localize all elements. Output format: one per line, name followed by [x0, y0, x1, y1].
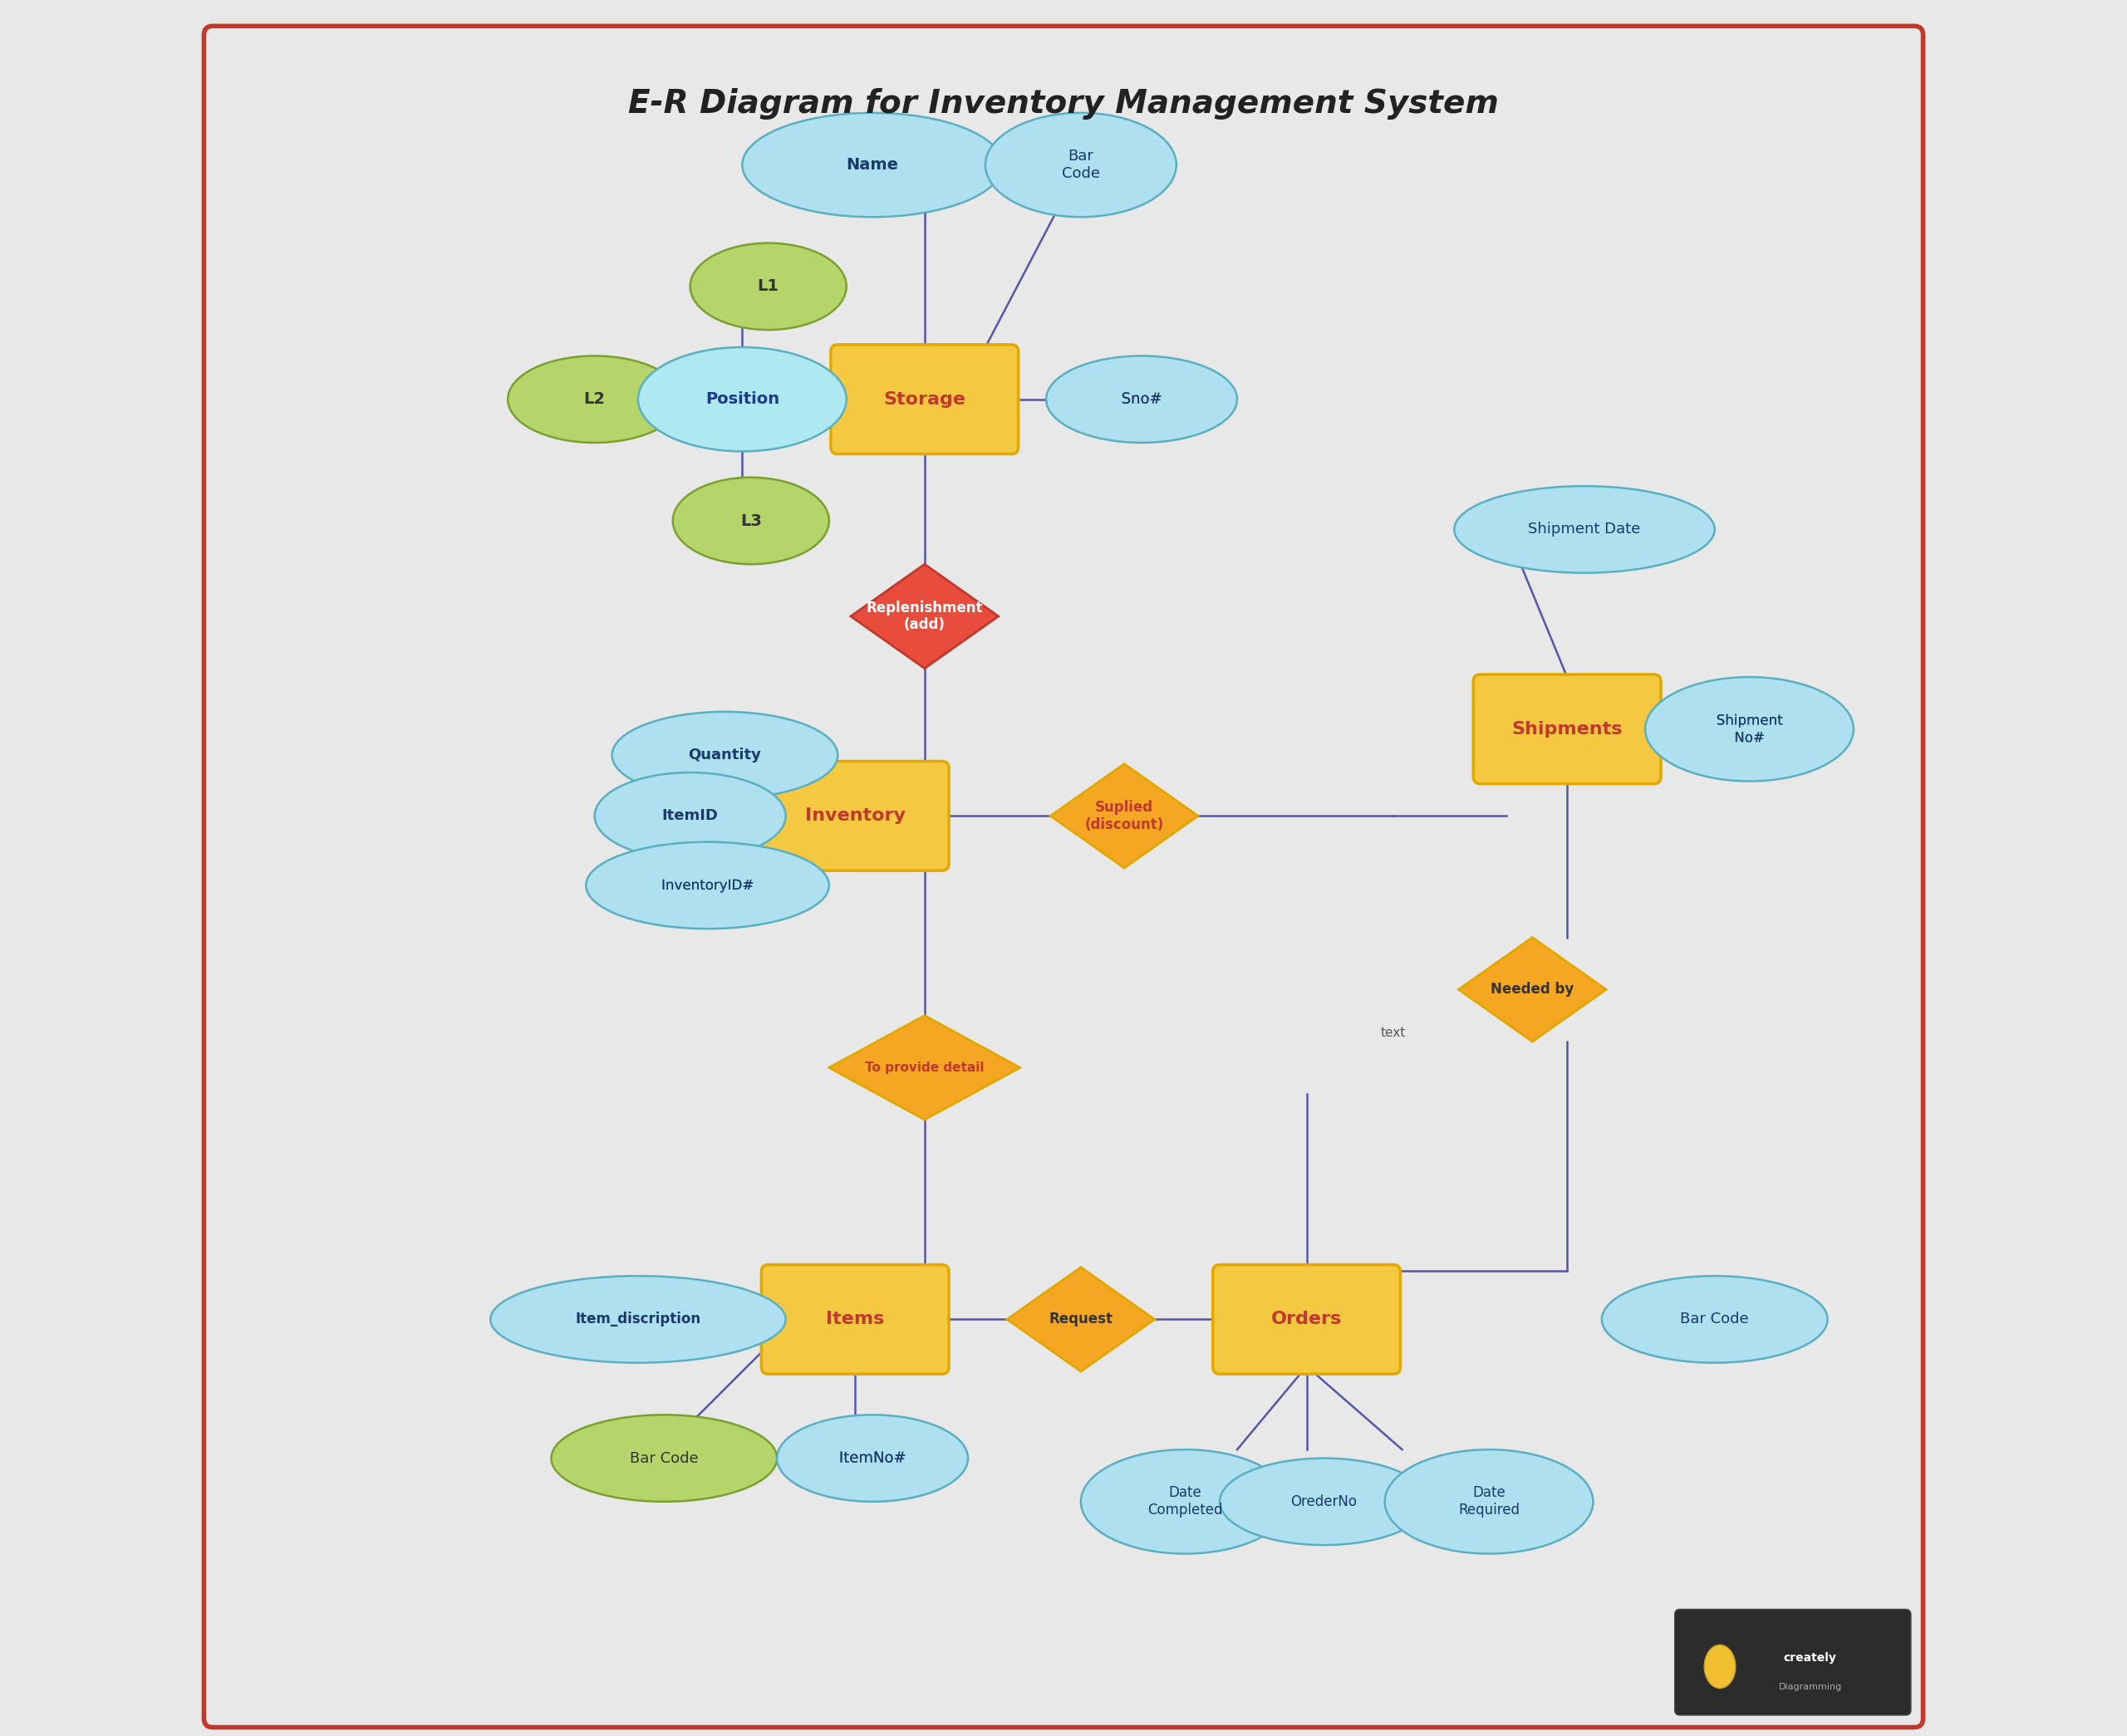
FancyBboxPatch shape [204, 26, 1923, 1727]
FancyBboxPatch shape [761, 760, 949, 871]
Text: Bar
Code: Bar Code [1061, 149, 1100, 181]
Polygon shape [830, 1016, 1021, 1120]
Ellipse shape [585, 842, 830, 929]
Ellipse shape [1385, 1450, 1593, 1554]
FancyBboxPatch shape [832, 345, 1019, 455]
Text: text: text [1380, 1026, 1406, 1040]
Text: Sno#: Sno# [1121, 392, 1161, 406]
Text: Position: Position [706, 391, 778, 408]
Text: InventoryID#: InventoryID# [661, 878, 753, 892]
Ellipse shape [776, 1415, 968, 1502]
Text: Name: Name [847, 156, 900, 174]
Ellipse shape [491, 1276, 785, 1363]
Ellipse shape [508, 356, 681, 443]
FancyBboxPatch shape [1674, 1609, 1910, 1715]
Text: Storage: Storage [883, 391, 966, 408]
Ellipse shape [1644, 677, 1853, 781]
Text: Diagramming: Diagramming [1778, 1684, 1842, 1691]
Text: Item_discription: Item_discription [574, 1312, 700, 1326]
Text: Request: Request [1049, 1312, 1112, 1326]
Ellipse shape [985, 113, 1176, 217]
Text: Date
Completed: Date Completed [1146, 1486, 1223, 1517]
Text: Items: Items [825, 1311, 885, 1328]
Text: To provide detail: To provide detail [866, 1061, 985, 1075]
Ellipse shape [1219, 1458, 1427, 1545]
Polygon shape [1006, 1267, 1155, 1371]
Polygon shape [851, 564, 998, 668]
Ellipse shape [1455, 486, 1714, 573]
Polygon shape [1459, 937, 1606, 1042]
FancyBboxPatch shape [1474, 675, 1661, 785]
Text: ItemID: ItemID [661, 809, 719, 823]
Text: Bar Code: Bar Code [630, 1451, 698, 1465]
Text: Shipment Date: Shipment Date [1529, 523, 1640, 536]
Text: Needed by: Needed by [1491, 983, 1574, 996]
Ellipse shape [1704, 1646, 1736, 1687]
Ellipse shape [1602, 1276, 1827, 1363]
Text: Shipment
No#: Shipment No# [1716, 713, 1782, 745]
Ellipse shape [742, 113, 1002, 217]
Text: L1: L1 [757, 278, 778, 295]
Ellipse shape [672, 477, 830, 564]
Text: L2: L2 [583, 391, 606, 408]
FancyBboxPatch shape [761, 1266, 949, 1375]
FancyBboxPatch shape [1212, 1266, 1400, 1375]
Ellipse shape [613, 712, 838, 799]
Text: Replenishment
(add): Replenishment (add) [866, 601, 983, 632]
Text: Quantity: Quantity [689, 748, 761, 762]
Text: E-R Diagram for Inventory Management System: E-R Diagram for Inventory Management Sys… [627, 89, 1500, 120]
Text: creately: creately [1785, 1653, 1838, 1663]
Text: Orders: Orders [1272, 1311, 1342, 1328]
Text: L3: L3 [740, 512, 761, 529]
Ellipse shape [638, 347, 847, 451]
Text: Shipments: Shipments [1512, 720, 1623, 738]
Text: ItemNo#: ItemNo# [838, 1451, 906, 1465]
Ellipse shape [689, 243, 847, 330]
Ellipse shape [551, 1415, 776, 1502]
Text: Bar Code: Bar Code [1680, 1312, 1748, 1326]
Text: Inventory: Inventory [804, 807, 906, 825]
Ellipse shape [1046, 356, 1238, 443]
Text: Suplied
(discount): Suplied (discount) [1085, 800, 1163, 832]
Ellipse shape [1081, 1450, 1289, 1554]
Text: Date
Required: Date Required [1459, 1486, 1519, 1517]
Text: OrederNo: OrederNo [1291, 1495, 1357, 1509]
Polygon shape [1051, 764, 1198, 868]
Ellipse shape [596, 773, 785, 859]
